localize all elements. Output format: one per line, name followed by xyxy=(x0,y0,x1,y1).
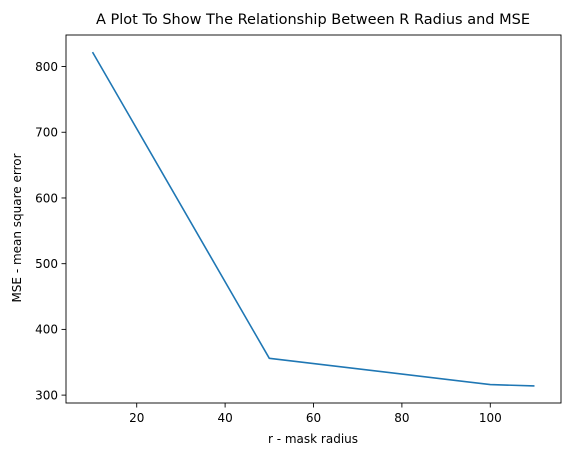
y-tick-label: 700 xyxy=(35,126,58,140)
x-tick-label: 20 xyxy=(129,411,144,425)
chart-title: A Plot To Show The Relationship Between … xyxy=(96,12,530,28)
y-tick-label: 300 xyxy=(35,388,58,402)
y-tick-label: 400 xyxy=(35,323,58,337)
x-tick-label: 100 xyxy=(479,411,502,425)
y-tick-label: 500 xyxy=(35,257,58,271)
x-tick-label: 60 xyxy=(306,411,321,425)
x-axis-ticks: 20 40 60 80 100 xyxy=(129,403,502,425)
y-tick-label: 600 xyxy=(35,191,58,205)
x-axis-label: r - mask radius xyxy=(268,432,358,446)
y-axis-ticks: 300 400 500 600 700 800 xyxy=(35,60,66,402)
x-tick-label: 80 xyxy=(394,411,409,425)
y-tick-label: 800 xyxy=(35,60,58,74)
x-tick-label: 40 xyxy=(217,411,232,425)
series-line-0 xyxy=(91,51,535,387)
y-axis-label: MSE - mean square error xyxy=(10,153,24,302)
